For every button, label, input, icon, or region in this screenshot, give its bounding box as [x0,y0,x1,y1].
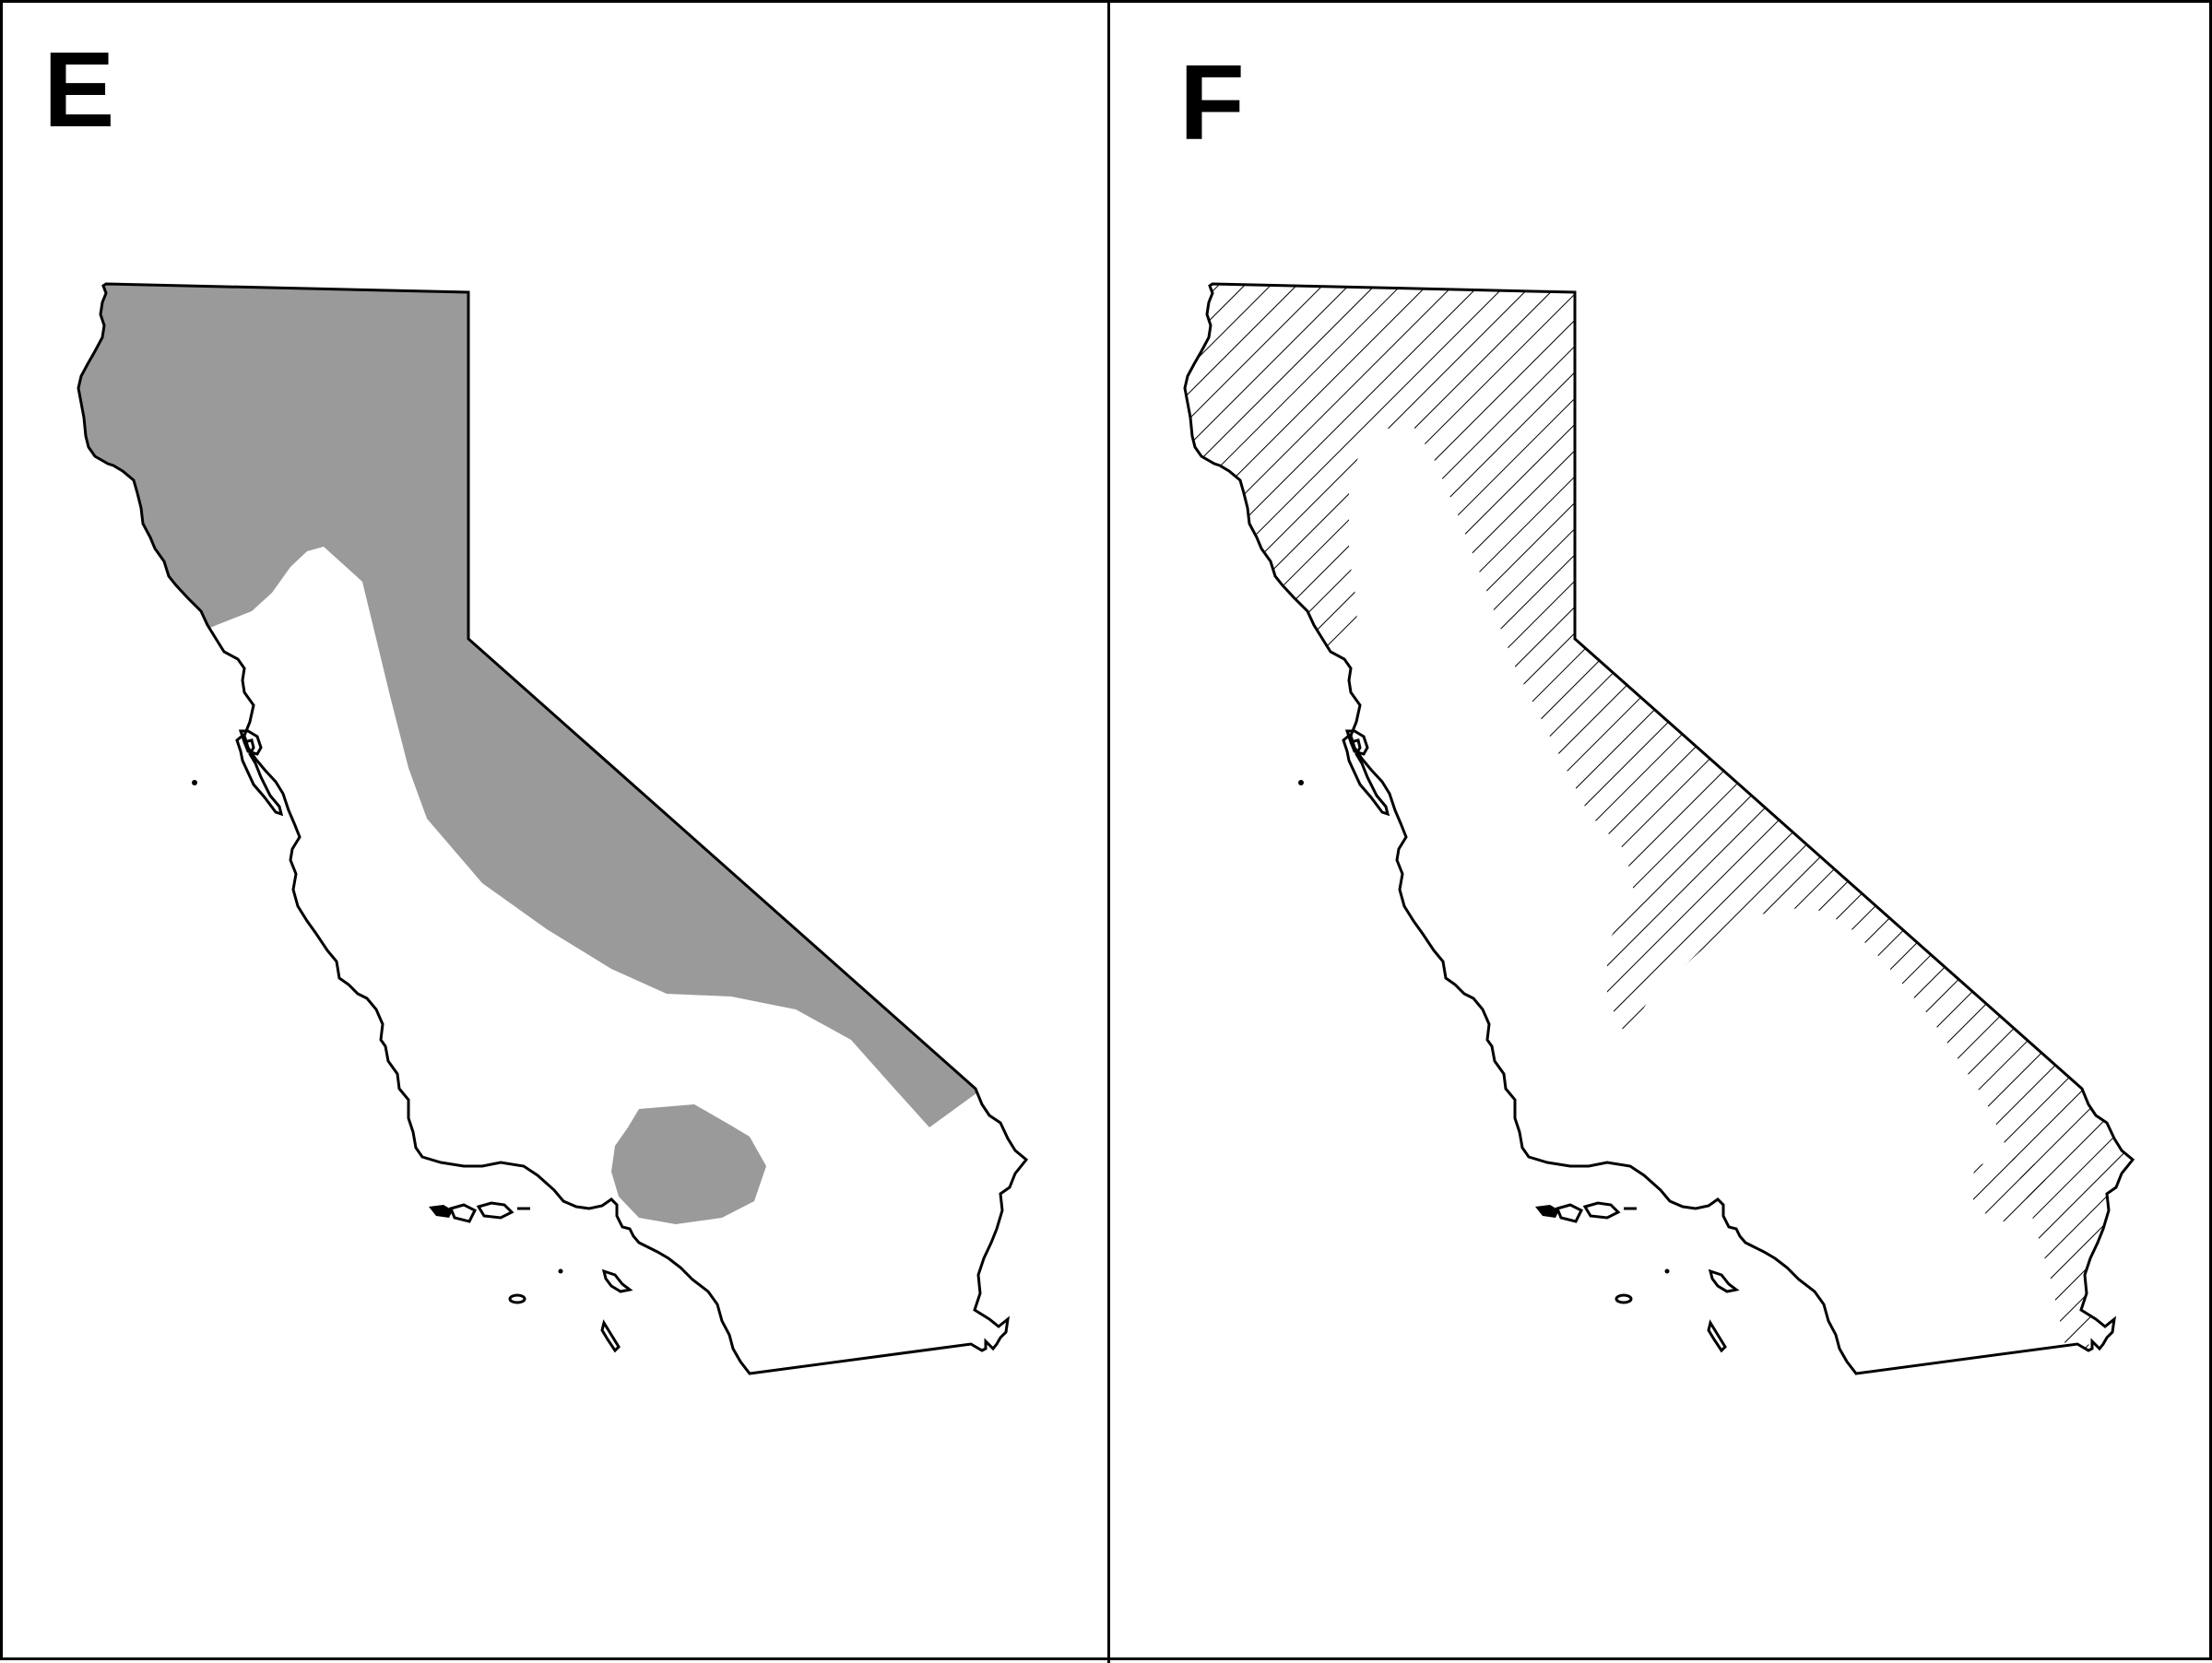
panel-e: E [3,3,1107,1663]
island-6-e [558,1268,563,1274]
island-5-f [1615,1293,1633,1304]
island-2-f [1555,1203,1584,1223]
hatched-region-north-east [1185,284,2133,1358]
island-8-f [1707,1319,1727,1353]
island-3-e [476,1201,515,1220]
map-f [1183,282,2135,1375]
island-1-f [1535,1205,1559,1218]
island-1-e [429,1205,453,1218]
bay-outline-e [235,729,284,817]
farallon-island-e [192,780,197,785]
panel-label-f: F [1179,42,1245,162]
island-3-f [1582,1201,1621,1220]
panel-f: F [1109,3,2212,1663]
island-5-e [508,1293,526,1304]
island-6-f [1664,1268,1670,1274]
shaded-region-south [611,1104,766,1224]
island-7-e [601,1268,633,1293]
map-e [77,282,1028,1375]
panel-divider [1107,3,1110,1663]
island-2-e [448,1203,478,1223]
panel-label-e: E [43,29,115,149]
hatched-region-south [1969,1155,2050,1221]
island-7-f [1708,1268,1740,1293]
island-8-e [600,1319,621,1353]
farallon-island-f [1298,780,1304,785]
shaded-region-north-east [78,284,980,1127]
bay-outline-f [1342,729,1390,817]
